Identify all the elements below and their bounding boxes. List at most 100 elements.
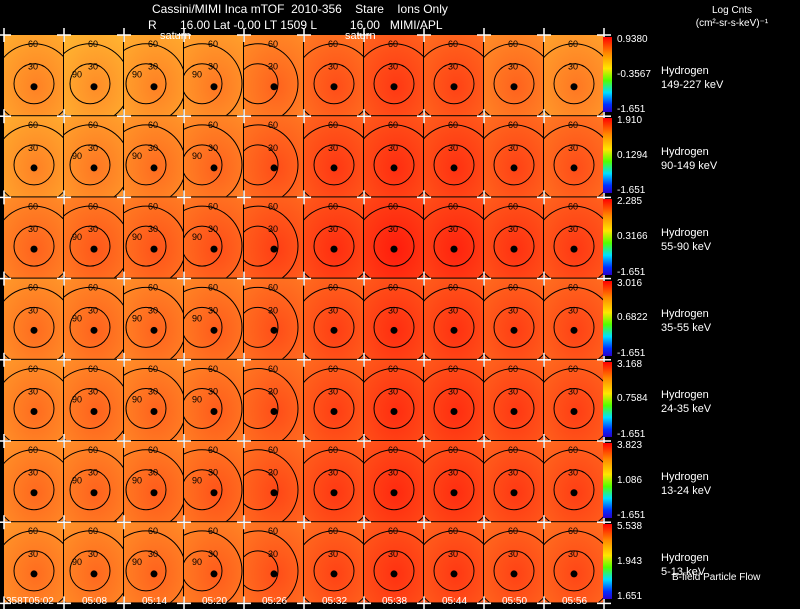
contour-outer xyxy=(244,124,299,197)
time-tick-label: 05:26 xyxy=(262,596,288,607)
time-tick-label: 358T05:02 xyxy=(6,596,54,607)
contour-label-60: 60 xyxy=(148,526,158,536)
saturn-icon xyxy=(510,164,518,172)
contour-label-30: 30 xyxy=(448,224,458,234)
saturn-icon xyxy=(270,489,278,497)
colorbar-cmin-label: -1.651 xyxy=(617,104,646,116)
saturn-icon xyxy=(570,570,578,578)
colorbar-cmid-label: 0.1294 xyxy=(617,149,648,161)
contour-label-30: 30 xyxy=(388,387,398,397)
contour-label-30: 30 xyxy=(28,305,38,315)
contour-inner xyxy=(13,550,55,592)
energy-range: 149-227 keV xyxy=(661,78,724,91)
contour-inner xyxy=(244,388,279,430)
contour-outer xyxy=(184,368,243,440)
contour-label-60: 60 xyxy=(388,120,398,130)
saturn-label: saturn xyxy=(345,30,376,42)
contour-inner xyxy=(433,388,475,430)
sky-image-cell xyxy=(244,441,303,522)
contour-label-60: 60 xyxy=(88,364,98,374)
contour-label-30: 30 xyxy=(28,62,38,72)
contour-outer xyxy=(364,124,423,197)
contour-label-60: 60 xyxy=(28,39,38,49)
contour-label-60: 60 xyxy=(568,283,578,293)
colorbar-title-line2: (cm²-sr-s-keV)⁻¹ xyxy=(695,18,769,29)
contour-outer xyxy=(64,530,123,603)
contour-label-30: 30 xyxy=(88,305,98,315)
contour-inner xyxy=(493,550,535,592)
contour-label-90: 90 xyxy=(132,70,142,80)
contour-label-60: 60 xyxy=(28,120,38,130)
saturn-icon xyxy=(210,326,218,334)
contour-outer xyxy=(124,286,183,359)
contour-label-60: 60 xyxy=(448,283,458,293)
colorbar xyxy=(603,524,612,600)
contour-outer xyxy=(304,43,363,116)
saturn-icon xyxy=(270,245,278,253)
contour-label-30: 30 xyxy=(568,549,578,559)
contour-outer xyxy=(184,205,243,278)
contour-label-60: 60 xyxy=(328,445,338,455)
contour-label-60: 60 xyxy=(268,364,278,374)
saturn-icon xyxy=(90,83,98,91)
species-label: Hydrogen 13-24 keV xyxy=(661,470,711,498)
saturn-icon xyxy=(30,245,38,253)
saturn-icon xyxy=(570,489,578,497)
contour-outer xyxy=(244,43,299,116)
contour-outer xyxy=(304,530,363,603)
contour-label-30: 30 xyxy=(268,143,278,153)
saturn-icon xyxy=(150,570,158,578)
contour-label-30: 30 xyxy=(328,62,338,72)
contour-outer xyxy=(184,530,243,603)
contour-label-90: 90 xyxy=(72,313,82,323)
contour-label-30: 30 xyxy=(208,224,218,234)
contour-outer xyxy=(484,43,543,116)
contour-inner xyxy=(184,225,223,267)
contour-label-60: 60 xyxy=(268,283,278,293)
saturn-icon xyxy=(510,83,518,91)
contour-label-60: 60 xyxy=(388,39,398,49)
contour-label-60: 60 xyxy=(568,364,578,374)
saturn-icon xyxy=(510,489,518,497)
contour-label-30: 30 xyxy=(388,224,398,234)
saturn-icon xyxy=(330,164,338,172)
contour-label-60: 60 xyxy=(208,526,218,536)
saturn-icon xyxy=(270,83,278,91)
contour-inner xyxy=(313,63,355,105)
saturn-icon xyxy=(570,326,578,334)
contour-outer xyxy=(184,124,243,197)
contour-outer xyxy=(304,124,363,197)
contour-label-30: 30 xyxy=(148,62,158,72)
saturn-icon xyxy=(150,83,158,91)
contour-outer xyxy=(4,124,63,197)
colorbar xyxy=(603,443,612,519)
contour-label-30: 30 xyxy=(568,62,578,72)
contour-inner xyxy=(433,225,475,267)
energy-range: 13-24 keV xyxy=(661,484,712,497)
contour-label-30: 30 xyxy=(508,305,518,315)
saturn-icon xyxy=(450,570,458,578)
contour-label-30: 30 xyxy=(88,143,98,153)
contour-label-90: 90 xyxy=(72,557,82,567)
contour-inner xyxy=(184,550,223,592)
saturn-icon xyxy=(90,245,98,253)
sky-image-cell xyxy=(64,278,123,359)
contour-inner xyxy=(125,388,167,430)
colorbar xyxy=(603,361,612,437)
contour-label-60: 60 xyxy=(328,120,338,130)
contour-inner xyxy=(553,469,595,511)
saturn-icon xyxy=(90,570,98,578)
species-name: Hydrogen xyxy=(661,308,709,321)
contour-label-30: 30 xyxy=(568,143,578,153)
contour-label-60: 60 xyxy=(568,39,578,49)
contour-label-60: 60 xyxy=(28,526,38,536)
contour-label-30: 30 xyxy=(508,224,518,234)
contour-outer xyxy=(364,368,423,440)
contour-inner xyxy=(313,550,355,592)
contour-label-60: 60 xyxy=(28,364,38,374)
contour-label-60: 60 xyxy=(328,283,338,293)
saturn-icon xyxy=(90,489,98,497)
contour-label-60: 60 xyxy=(208,120,218,130)
sky-image-cell xyxy=(64,35,123,116)
contour-inner xyxy=(69,225,111,267)
